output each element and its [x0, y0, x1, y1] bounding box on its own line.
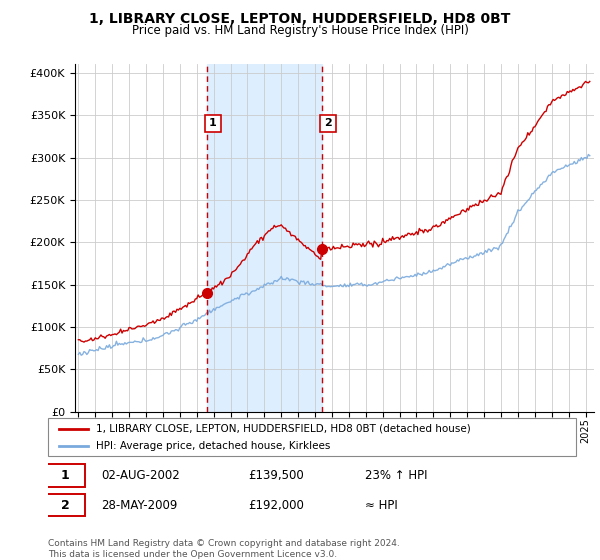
Bar — [206, 64, 322, 412]
FancyBboxPatch shape — [46, 464, 85, 487]
Text: 1: 1 — [61, 469, 69, 482]
Text: 28-MAY-2009: 28-MAY-2009 — [101, 498, 177, 512]
Text: HPI: Average price, detached house, Kirklees: HPI: Average price, detached house, Kirk… — [95, 441, 330, 451]
Text: Contains HM Land Registry data © Crown copyright and database right 2024.
This d: Contains HM Land Registry data © Crown c… — [48, 539, 400, 559]
Text: ≈ HPI: ≈ HPI — [365, 498, 398, 512]
Text: 02-AUG-2002: 02-AUG-2002 — [101, 469, 179, 482]
Text: £139,500: £139,500 — [248, 469, 304, 482]
FancyBboxPatch shape — [46, 494, 85, 516]
Text: 23% ↑ HPI: 23% ↑ HPI — [365, 469, 427, 482]
Text: £192,000: £192,000 — [248, 498, 305, 512]
Text: 1, LIBRARY CLOSE, LEPTON, HUDDERSFIELD, HD8 0BT: 1, LIBRARY CLOSE, LEPTON, HUDDERSFIELD, … — [89, 12, 511, 26]
Text: 2: 2 — [325, 118, 332, 128]
Text: Price paid vs. HM Land Registry's House Price Index (HPI): Price paid vs. HM Land Registry's House … — [131, 24, 469, 36]
Text: 1, LIBRARY CLOSE, LEPTON, HUDDERSFIELD, HD8 0BT (detached house): 1, LIBRARY CLOSE, LEPTON, HUDDERSFIELD, … — [95, 423, 470, 433]
Text: 1: 1 — [209, 118, 217, 128]
FancyBboxPatch shape — [48, 418, 576, 456]
Text: 2: 2 — [61, 498, 69, 512]
